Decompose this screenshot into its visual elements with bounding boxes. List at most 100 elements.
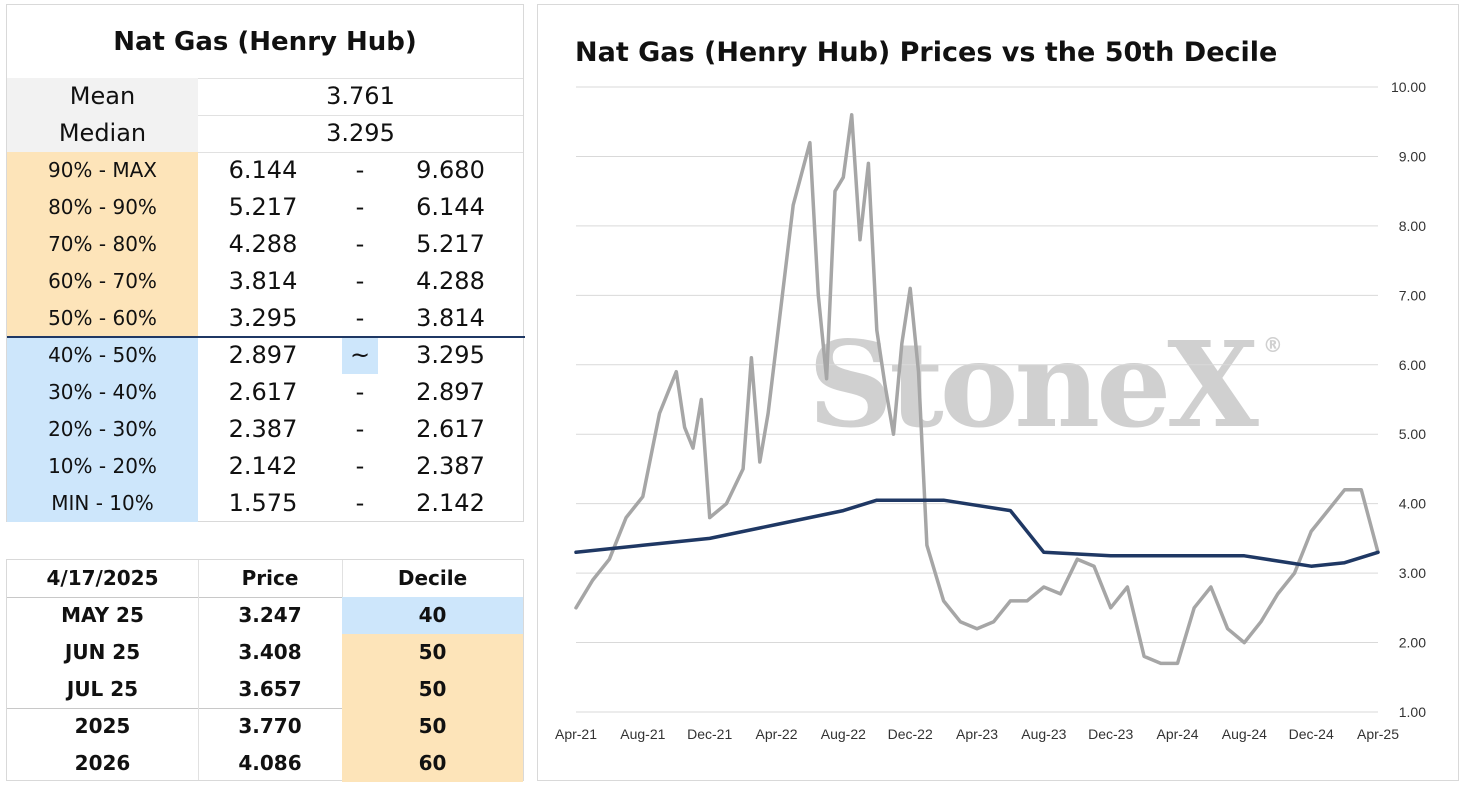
decile-stats-panel: Nat Gas (Henry Hub) Mean 3.761 Median 3.… (6, 4, 525, 522)
range-high: 9.680 (416, 156, 485, 184)
decile-range-row: 70% - 80% 4.288 - 5.217 (7, 226, 523, 263)
price-cell: 4.086 (238, 751, 302, 775)
y-tick-label: 5.00 (1399, 426, 1426, 442)
y-tick-label: 9.00 (1399, 148, 1426, 164)
range-low: 2.617 (228, 378, 298, 406)
stonex-watermark: StoneX ® (808, 315, 1283, 454)
decile-range-row: 50% - 60% 3.295 - 3.814 (7, 300, 523, 337)
range-low: 3.814 (228, 267, 298, 295)
contract-cell: JUN 25 (64, 640, 141, 664)
price-series-line (574, 113, 1380, 666)
median-divider (7, 336, 525, 338)
range-label: 20% - 30% (7, 411, 198, 448)
range-high: 4.288 (416, 267, 485, 295)
range-high: 5.217 (416, 230, 485, 258)
range-low: 6.144 (228, 156, 298, 184)
chart-panel: Nat Gas (Henry Hub) Prices vs the 50th D… (537, 4, 1459, 781)
range-label: 60% - 70% (7, 263, 198, 300)
decile-range-row: 20% - 30% 2.387 - 2.617 (7, 411, 523, 448)
contract-cell: JUL 25 (66, 677, 139, 701)
x-tick-label: Dec-24 (1289, 726, 1334, 742)
date-header: 4/17/2025 (46, 566, 159, 590)
range-separator: - (355, 415, 365, 443)
range-label: 30% - 40% (7, 374, 198, 411)
y-tick-label: 3.00 (1399, 565, 1426, 581)
range-separator: - (355, 230, 365, 258)
range-label: 40% - 50% (7, 337, 198, 374)
y-tick-label: 10.00 (1391, 79, 1426, 95)
price-cell: 3.247 (238, 603, 302, 627)
x-tick-label: Dec-23 (1088, 726, 1133, 742)
range-high: 6.144 (416, 193, 485, 221)
contract-cell: 2025 (74, 714, 131, 738)
decile-range-row: 90% - MAX 6.144 - 9.680 (7, 152, 523, 189)
x-tick-label: Aug-21 (620, 726, 665, 742)
range-label: 50% - 60% (7, 300, 198, 337)
range-separator: - (355, 193, 365, 221)
y-tick-label: 6.00 (1399, 357, 1426, 373)
y-tick-label: 1.00 (1399, 704, 1426, 720)
chart-title: Nat Gas (Henry Hub) Prices vs the 50th D… (575, 37, 1278, 68)
range-separator: - (355, 452, 365, 480)
decile-range-row: 60% - 70% 3.814 - 4.288 (7, 263, 523, 300)
decile-range-row: 80% - 90% 5.217 - 6.144 (7, 189, 523, 226)
decile-cell: 60 (342, 745, 523, 782)
range-low: 5.217 (228, 193, 298, 221)
table-row: 2026 4.086 60 (7, 745, 523, 782)
median-value: 3.295 (326, 119, 395, 147)
range-low: 2.897 (228, 341, 298, 369)
decile-cell: 50 (342, 634, 523, 671)
price-decile-table: 4/17/2025 Price Decile MAY 25 3.247 40 JUN … (6, 559, 524, 782)
range-label: 10% - 20% (7, 448, 198, 485)
x-tick-label: Aug-24 (1222, 726, 1267, 742)
range-separator: - (355, 378, 365, 406)
table-row: JUL 25 3.657 50 (7, 671, 523, 708)
range-separator: - (355, 267, 365, 295)
price-cell: 3.770 (238, 714, 302, 738)
decile-cell: 50 (342, 708, 523, 745)
range-label: 80% - 90% (7, 189, 198, 226)
range-low: 3.295 (228, 304, 298, 332)
x-tick-label: Dec-21 (687, 726, 732, 742)
range-high: 3.814 (416, 304, 485, 332)
x-tick-label: Apr-22 (755, 726, 797, 742)
x-tick-label: Apr-23 (956, 726, 998, 742)
decile-range-row: 30% - 40% 2.617 - 2.897 (7, 374, 523, 411)
range-separator: - (355, 304, 365, 332)
range-high: 2.387 (416, 452, 485, 480)
range-label: 70% - 80% (7, 226, 198, 263)
range-separator: - (355, 156, 365, 184)
median-label: Median (7, 115, 198, 152)
x-tick-label: Apr-21 (555, 726, 597, 742)
range-separator: ~ (342, 337, 378, 374)
decile-range-row: MIN - 10% 1.575 - 2.142 (7, 485, 523, 522)
decile-range-row: 40% - 50% 2.897 ~3.295 (7, 337, 523, 374)
range-low: 1.575 (228, 489, 298, 517)
price-header: Price (241, 566, 299, 590)
price-cell: 3.408 (238, 640, 302, 664)
range-label: MIN - 10% (7, 485, 198, 522)
median-row: Median 3.295 (7, 115, 523, 152)
range-separator: - (355, 489, 365, 517)
price-chart: 1.00 2.00 3.00 4.00 5.00 6.00 7.00 8.00 9.00 10.0… (555, 79, 1426, 742)
decile-cell: 40 (342, 597, 523, 634)
range-high: 2.617 (416, 415, 485, 443)
decile-series-line (574, 498, 1380, 568)
range-high: 2.897 (416, 378, 485, 406)
x-tick-label: Apr-24 (1156, 726, 1198, 742)
mean-row: Mean 3.761 (7, 78, 523, 115)
y-tick-label: 7.00 (1399, 287, 1426, 303)
y-tick-label: 8.00 (1399, 218, 1426, 234)
range-low: 2.387 (228, 415, 298, 443)
mean-value: 3.761 (326, 82, 395, 110)
y-tick-label: 4.00 (1399, 496, 1426, 512)
range-low: 4.288 (228, 230, 298, 258)
table-header-row: 4/17/2025 Price Decile (7, 560, 523, 597)
contract-cell: 2026 (74, 751, 131, 775)
price-cell: 3.657 (238, 677, 302, 701)
decile-header: Decile (397, 566, 468, 590)
range-low: 2.142 (228, 452, 298, 480)
mean-label: Mean (7, 78, 198, 115)
decile-cell: 50 (342, 671, 523, 708)
table-row: JUN 25 3.408 50 (7, 634, 523, 671)
